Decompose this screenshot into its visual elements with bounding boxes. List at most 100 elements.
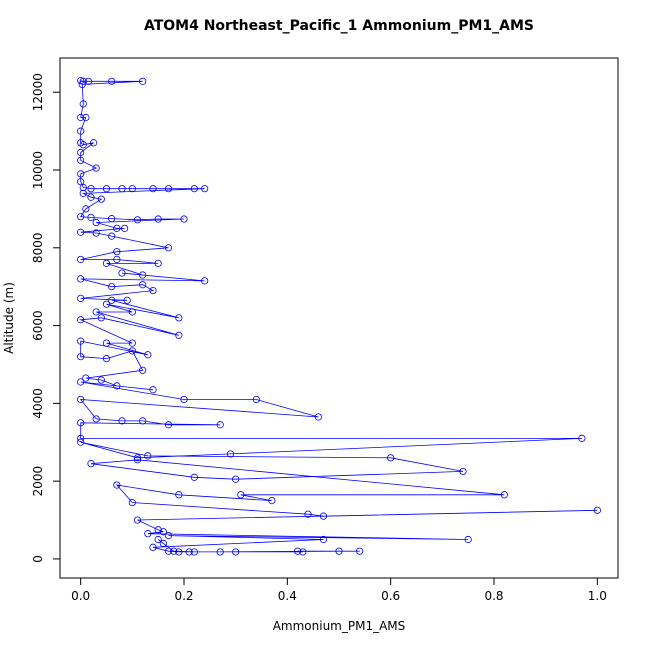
data-point bbox=[102, 355, 111, 363]
data-point bbox=[108, 77, 116, 85]
data-point bbox=[77, 434, 85, 442]
data-point bbox=[77, 438, 85, 446]
data-point bbox=[201, 277, 209, 285]
data-point bbox=[113, 255, 121, 264]
data-point bbox=[92, 229, 100, 237]
data-point bbox=[77, 213, 85, 221]
data-point bbox=[128, 339, 136, 347]
data-point bbox=[128, 347, 136, 355]
data-point bbox=[252, 395, 260, 404]
data-point bbox=[149, 286, 157, 295]
data-point bbox=[144, 452, 152, 460]
y-tick-label: 12000 bbox=[31, 73, 45, 111]
data-point bbox=[500, 491, 508, 499]
data-point bbox=[123, 296, 131, 304]
data-point bbox=[139, 366, 147, 374]
x-tick-label: 0.6 bbox=[381, 589, 400, 603]
data-point bbox=[190, 548, 198, 556]
data-point bbox=[77, 337, 85, 345]
data-point bbox=[82, 374, 90, 382]
data-point bbox=[237, 491, 245, 499]
chart-title: ATOM4 Northeast_Pacific_1 Ammonium_PM1_A… bbox=[144, 18, 534, 34]
data-point bbox=[133, 516, 142, 524]
data-point bbox=[294, 547, 302, 555]
data-point bbox=[84, 77, 93, 85]
data-point bbox=[128, 185, 136, 193]
data-point bbox=[87, 460, 95, 468]
data-point bbox=[170, 547, 178, 555]
data-point bbox=[154, 526, 162, 534]
y-axis-label: Altitude (m) bbox=[2, 282, 16, 354]
data-point bbox=[118, 185, 126, 193]
data-point bbox=[108, 215, 116, 223]
data-point bbox=[175, 314, 183, 322]
x-tick-label: 0.8 bbox=[484, 589, 503, 603]
x-tick-label: 0.0 bbox=[71, 589, 90, 603]
data-point bbox=[175, 331, 183, 339]
data-point bbox=[201, 185, 209, 193]
data-point bbox=[97, 195, 105, 203]
data-point bbox=[77, 156, 85, 164]
y-tick-label: 4000 bbox=[31, 388, 45, 419]
data-point bbox=[144, 351, 152, 359]
data-point bbox=[175, 548, 183, 556]
data-point bbox=[133, 216, 142, 224]
data-point bbox=[97, 376, 105, 384]
data-point bbox=[154, 535, 162, 544]
data-point bbox=[77, 395, 85, 404]
x-tick-label: 1.0 bbox=[588, 589, 607, 603]
data-point bbox=[79, 141, 87, 149]
data-point bbox=[159, 528, 167, 536]
data-point bbox=[149, 543, 157, 551]
x-tick-label: 0.4 bbox=[278, 589, 297, 603]
data-point bbox=[77, 255, 85, 264]
data-point bbox=[164, 185, 173, 193]
data-point bbox=[387, 454, 395, 462]
data-point bbox=[144, 530, 152, 538]
data-point bbox=[92, 308, 100, 316]
data-point bbox=[190, 473, 198, 481]
data-point bbox=[164, 532, 173, 540]
data-point bbox=[77, 113, 85, 122]
data-point bbox=[356, 547, 364, 555]
data-point bbox=[226, 450, 235, 458]
data-point bbox=[164, 421, 173, 429]
data-point bbox=[128, 308, 136, 316]
data-point bbox=[102, 339, 111, 347]
y-tick-label: 10000 bbox=[31, 151, 45, 189]
data-point bbox=[77, 275, 85, 283]
data-point bbox=[139, 77, 147, 85]
data-point bbox=[113, 382, 121, 390]
data-point bbox=[77, 170, 85, 178]
data-point bbox=[92, 164, 100, 172]
data-point bbox=[139, 281, 147, 289]
x-axis-label: Ammonium_PM1_AMS bbox=[273, 619, 406, 633]
data-point bbox=[299, 548, 307, 556]
data-point bbox=[216, 421, 224, 429]
data-point bbox=[180, 395, 188, 404]
data-point bbox=[464, 535, 472, 544]
data-point bbox=[79, 189, 87, 197]
data-point bbox=[232, 475, 240, 483]
data-point bbox=[314, 413, 322, 421]
data-point bbox=[180, 215, 188, 223]
data-point bbox=[319, 512, 328, 520]
data-point bbox=[102, 259, 111, 267]
data-point bbox=[108, 232, 116, 240]
data-point bbox=[164, 244, 173, 252]
data-point bbox=[113, 248, 121, 256]
data-point bbox=[108, 296, 116, 304]
data-point bbox=[87, 193, 95, 201]
data-point bbox=[77, 316, 85, 324]
data-point bbox=[77, 148, 85, 157]
data-point bbox=[159, 539, 167, 547]
data-point bbox=[77, 353, 85, 361]
data-point bbox=[77, 178, 85, 186]
data-point bbox=[89, 139, 98, 147]
data-point bbox=[133, 454, 142, 462]
data-point bbox=[268, 497, 276, 505]
data-point bbox=[82, 113, 90, 122]
data-point bbox=[459, 467, 467, 476]
data-point bbox=[77, 294, 85, 302]
